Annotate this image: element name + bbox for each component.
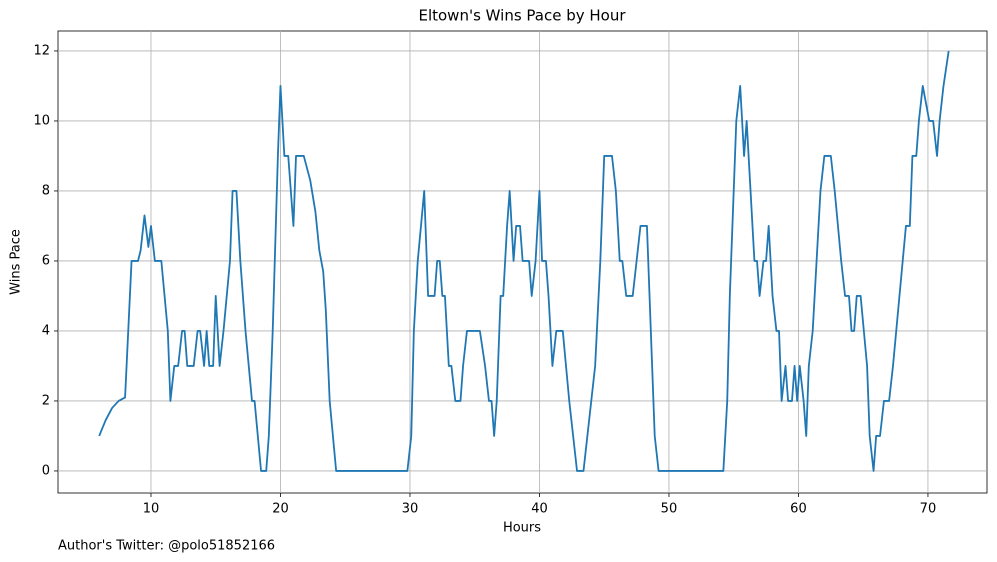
y-tick-label: 8 xyxy=(42,183,50,198)
y-tick-label: 12 xyxy=(33,43,50,58)
y-tick-label: 6 xyxy=(42,253,50,268)
x-tick-label: 70 xyxy=(920,502,937,517)
plot-frame xyxy=(57,30,988,494)
x-tick-label: 40 xyxy=(531,502,548,517)
chart-title: Eltown's Wins Pace by Hour xyxy=(418,7,626,25)
x-tick-label: 30 xyxy=(402,502,419,517)
x-tick-label: 20 xyxy=(272,502,289,517)
y-axis-label: Wins Pace xyxy=(9,229,24,295)
x-tick-label: 10 xyxy=(143,502,160,517)
x-axis-label: Hours xyxy=(503,521,541,536)
y-tick-label: 4 xyxy=(42,323,50,338)
x-tick-label: 60 xyxy=(790,502,807,517)
x-tick-label: 50 xyxy=(661,502,678,517)
data-line xyxy=(98,50,950,472)
y-tick-label: 0 xyxy=(42,463,50,478)
y-tick-label: 2 xyxy=(42,393,50,408)
footer-note: Author's Twitter: @polo51852166 xyxy=(58,539,275,554)
y-tick-label: 10 xyxy=(33,113,50,128)
